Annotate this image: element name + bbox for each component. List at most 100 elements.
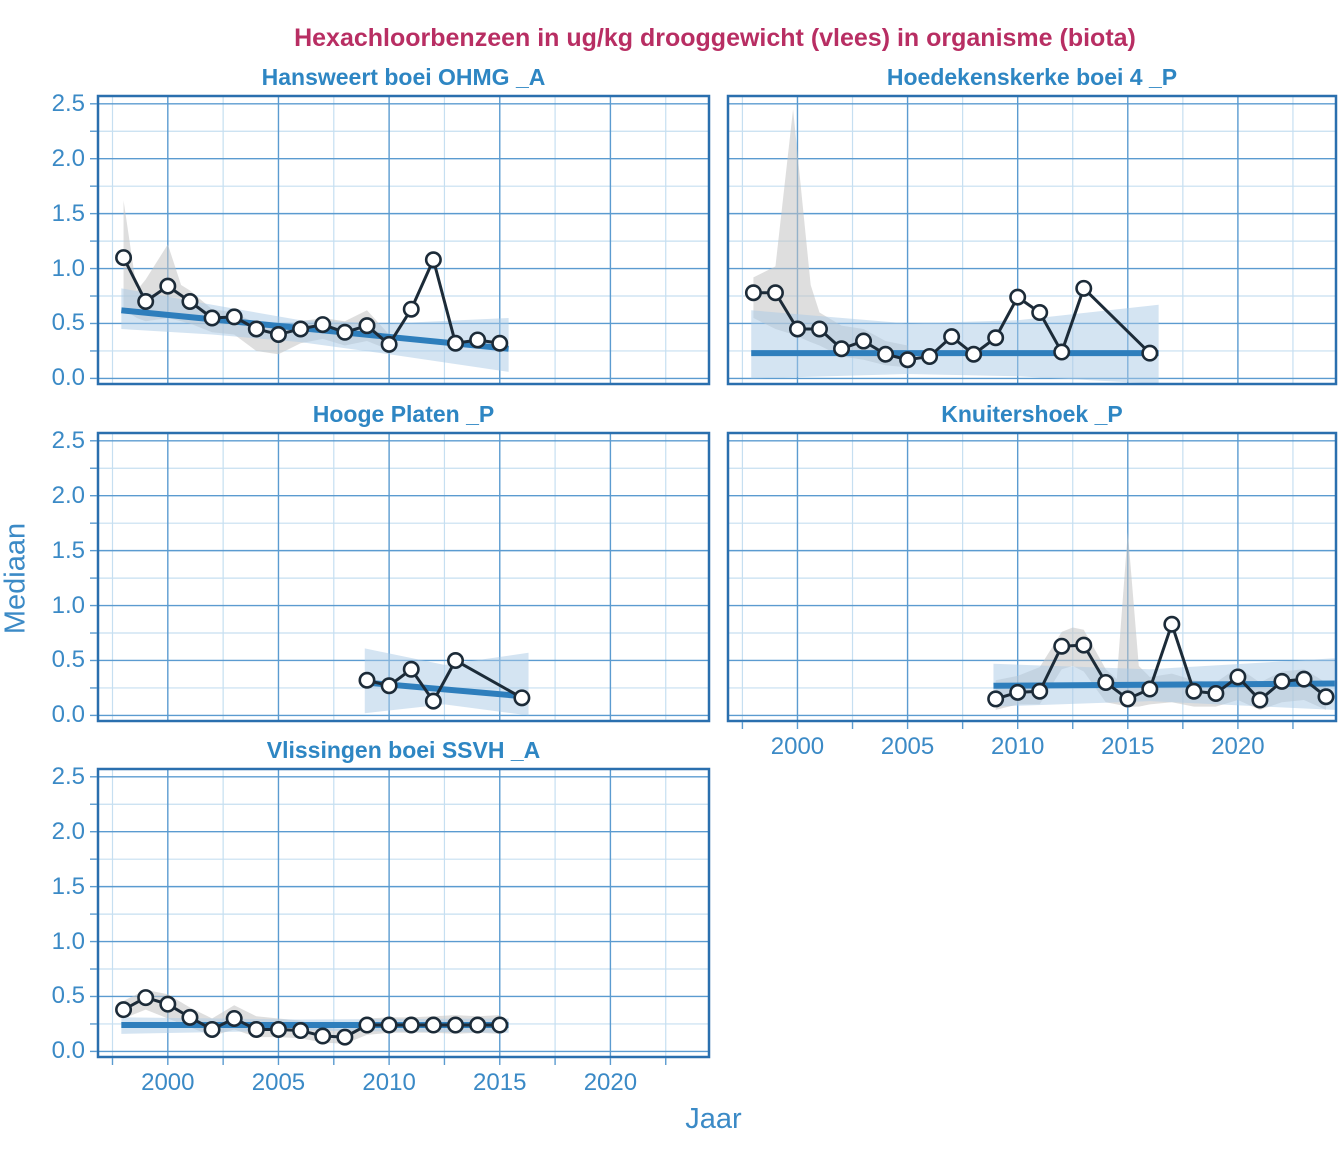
data-point <box>424 251 442 269</box>
panel-title-vlissingen-boei-ssvh-a: Vlissingen boei SSVH _A <box>266 737 541 763</box>
data-point <box>203 309 221 327</box>
data-point <box>380 677 398 695</box>
chart-panel-hoedekenskerke-boei-4-p <box>726 94 1338 386</box>
x-tick-label: 2005 <box>880 733 935 760</box>
data-point <box>269 325 287 343</box>
data-line <box>995 622 1327 702</box>
data-point <box>314 1027 332 1045</box>
y-tick-label: 1.0 <box>51 254 85 282</box>
x-tick-label: 2010 <box>990 733 1045 760</box>
y-tick-label: 0.0 <box>51 701 85 729</box>
data-point <box>314 316 332 334</box>
data-point <box>358 317 376 335</box>
data-point <box>1141 344 1159 362</box>
data-point <box>766 284 784 302</box>
data-point <box>1295 670 1313 688</box>
y-tick-label: 1.0 <box>51 927 85 955</box>
y-tick-label: 0.5 <box>51 309 85 337</box>
x-tick-label: 2010 <box>362 1069 416 1096</box>
data-confidence-band <box>753 109 908 368</box>
data-point <box>1053 343 1071 361</box>
y-tick-label: 2.0 <box>51 144 85 172</box>
data-point <box>424 1016 442 1034</box>
data-point <box>987 329 1005 347</box>
y-tick-label: 0.0 <box>51 1037 85 1065</box>
data-point <box>402 1016 420 1034</box>
y-tick-label: 2.0 <box>51 817 85 845</box>
data-point <box>402 300 420 318</box>
x-tick-label: 2000 <box>770 733 825 760</box>
y-tick-label: 1.5 <box>51 872 85 900</box>
data-point <box>1097 673 1115 691</box>
data-point <box>336 1028 354 1046</box>
data-point <box>469 1016 487 1034</box>
y-tick-label: 0.0 <box>51 364 85 392</box>
data-point <box>833 340 851 358</box>
data-point <box>424 692 442 710</box>
data-point <box>1009 683 1027 701</box>
panel-border <box>96 94 711 386</box>
data-point <box>1317 688 1335 706</box>
y-tick-label: 2.5 <box>51 762 85 790</box>
data-point <box>447 651 465 669</box>
data-point <box>1031 304 1049 322</box>
panel-border <box>96 767 711 1059</box>
data-point <box>247 320 265 338</box>
data-point <box>491 1016 509 1034</box>
data-point <box>380 335 398 353</box>
data-point <box>137 293 155 311</box>
y-tick-label: 2.5 <box>51 426 85 454</box>
chart-panel-vlissingen-boei-ssvh-a <box>90 767 711 1065</box>
trend-line <box>121 307 509 352</box>
data-point <box>115 1001 133 1019</box>
data-point <box>159 277 177 295</box>
y-tick-label: 1.5 <box>51 199 85 227</box>
data-point <box>1119 690 1137 708</box>
data-point <box>877 345 895 363</box>
data-point <box>115 249 133 267</box>
data-point <box>855 332 873 350</box>
data-point <box>447 1016 465 1034</box>
data-point <box>1075 636 1093 654</box>
panel-title-knuitershoek-p: Knuitershoek _P <box>941 401 1123 427</box>
y-tick-label: 0.5 <box>51 646 85 674</box>
data-point <box>203 1020 221 1038</box>
y-tick-label: 0.5 <box>51 982 85 1010</box>
x-tick-label: 2015 <box>473 1069 527 1096</box>
data-point <box>1185 682 1203 700</box>
data-point <box>943 328 961 346</box>
data-point <box>1207 684 1225 702</box>
x-tick-label: 2020 <box>583 1069 638 1096</box>
data-point <box>810 320 828 338</box>
data-point <box>402 660 420 678</box>
data-point <box>1163 615 1181 633</box>
data-confidence-band <box>123 989 500 1044</box>
data-point <box>181 1008 199 1026</box>
data-point <box>965 345 983 363</box>
y-tick-label: 2.0 <box>51 481 85 509</box>
data-point <box>1229 668 1247 686</box>
x-axis-title: Jaar <box>685 1103 742 1135</box>
data-point <box>513 689 531 707</box>
panel-border <box>96 431 711 723</box>
data-point <box>292 320 310 338</box>
panel-title-hooge-platen-p: Hooge Platen _P <box>312 401 495 427</box>
data-point <box>358 671 376 689</box>
panel-border <box>726 94 1338 386</box>
data-point <box>292 1022 310 1040</box>
data-point <box>336 323 354 341</box>
data-confidence-band <box>995 531 1326 710</box>
data-point <box>1075 279 1093 297</box>
data-point <box>225 1009 243 1027</box>
y-tick-label: 1.5 <box>51 536 85 564</box>
data-point <box>269 1020 287 1038</box>
chart-panel-knuitershoek-p <box>726 431 1338 729</box>
data-point <box>358 1016 376 1034</box>
y-tick-label: 2.5 <box>51 89 85 117</box>
panel-title-hoedekenskerke-boei-4-p: Hoedekenskerke boei 4 _P <box>886 64 1178 90</box>
data-point <box>447 334 465 352</box>
data-point <box>788 320 806 338</box>
chart-panel-hansweert-boei-ohmg-a <box>90 94 711 386</box>
data-point <box>137 989 155 1007</box>
